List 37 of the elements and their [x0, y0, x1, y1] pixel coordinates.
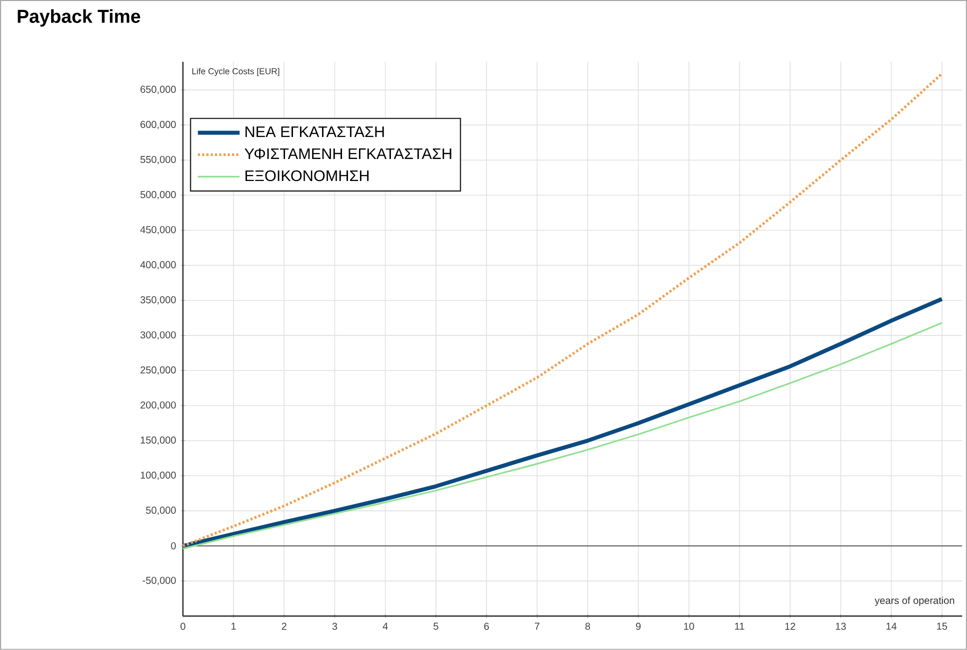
x-tick-label: 3 — [332, 622, 338, 630]
y-tick-label: 400,000 — [140, 261, 176, 270]
legend-label: ΥΦΙΣΤΑΜΕΝΗ ΕΓΚΑΤΑΣΤΑΣΗ — [244, 148, 452, 160]
x-tick-label: 4 — [382, 622, 388, 630]
x-tick-label: 2 — [282, 622, 286, 630]
y-tick-label: 200,000 — [140, 402, 176, 410]
x-tick-label: 10 — [684, 622, 694, 630]
x-tick-label: 8 — [585, 622, 590, 630]
x-tick-label: 9 — [636, 622, 641, 630]
x-tick-label: 1 — [231, 622, 236, 630]
chart-title: Payback Time — [18, 9, 140, 27]
legend-label: ΝΕΑ ΕΓΚΑΤΑΣΤΑΣΗ — [246, 126, 384, 138]
y-tick-label: 100,000 — [140, 472, 176, 480]
y-tick-label: -50,000 — [142, 576, 176, 586]
legend-label: ΕΞΟΙΚΟΝΟΜΗΣΗ — [246, 170, 369, 182]
x-axis-title: years of operation — [874, 596, 954, 606]
x-tick-label: 12 — [785, 622, 796, 630]
x-tick-label: 6 — [484, 622, 489, 630]
y-tick-label: 300,000 — [140, 331, 176, 340]
y-tick-label: 150,000 — [140, 436, 176, 445]
y-tick-label: 500,000 — [140, 191, 176, 200]
y-tick-label: 50,000 — [146, 506, 176, 515]
y-tick-label: 350,000 — [140, 296, 176, 305]
y-tick-label: 450,000 — [140, 226, 176, 234]
x-tick-label: 11 — [735, 622, 744, 630]
x-tick-label: 15 — [937, 622, 948, 630]
y-tick-label: 250,000 — [140, 366, 176, 375]
x-tick-label: 0 — [180, 622, 186, 630]
y-tick-label: 650,000 — [140, 86, 176, 94]
y-tick-label: 0 — [171, 542, 176, 550]
x-tick-label: 5 — [434, 622, 438, 630]
x-tick-label: 14 — [886, 622, 897, 630]
x-tick-label: 7 — [534, 622, 540, 630]
y-axis-title: Life Cycle Costs [EUR] — [192, 68, 280, 76]
y-tick-label: 550,000 — [140, 156, 176, 164]
x-tick-label: 13 — [836, 622, 846, 630]
y-tick-label: 600,000 — [140, 120, 176, 130]
